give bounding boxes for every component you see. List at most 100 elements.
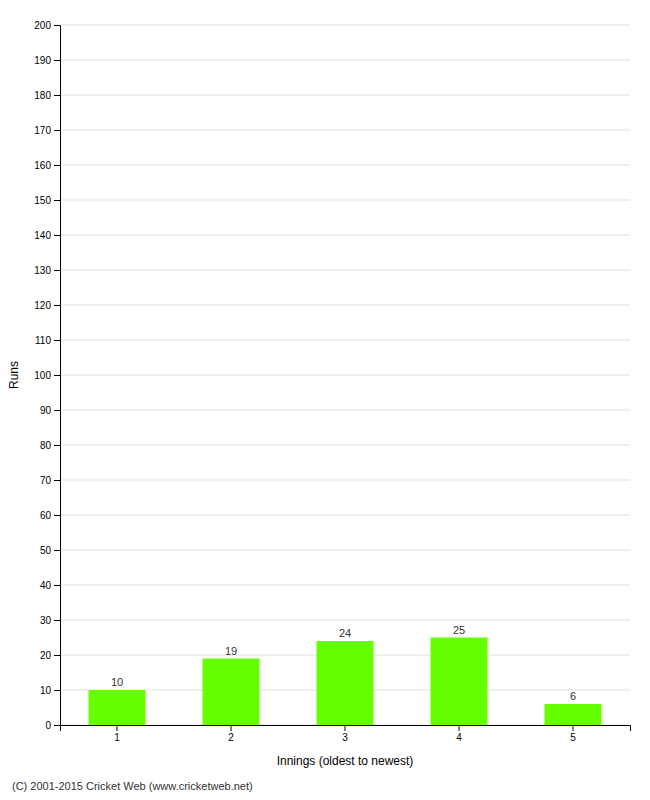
- x-tick-mark: [117, 725, 118, 731]
- y-tick-label: 0: [45, 720, 51, 731]
- y-tick-mark: [54, 130, 60, 131]
- y-tick-label: 80: [40, 440, 52, 451]
- y-tick: 180: [34, 90, 60, 101]
- x-tick-mark: [345, 725, 346, 731]
- data-labels: 101924256: [111, 624, 576, 703]
- y-tick-label: 140: [34, 230, 51, 241]
- y-tick-label: 20: [40, 650, 52, 661]
- x-tick-mark: [573, 725, 574, 731]
- grid-line: [60, 305, 630, 306]
- y-tick-label: 130: [34, 265, 51, 276]
- y-tick: 80: [40, 440, 60, 451]
- y-tick-mark: [54, 25, 60, 26]
- grid-line: [60, 445, 630, 446]
- grid-line: [60, 200, 630, 201]
- y-tick-label: 120: [34, 300, 51, 311]
- grid-line: [60, 480, 630, 481]
- data-label: 19: [225, 645, 237, 657]
- y-tick-label: 90: [40, 405, 52, 416]
- y-tick: 110: [35, 335, 60, 346]
- x-tick-label: 2: [228, 732, 234, 743]
- bar: [89, 690, 146, 725]
- y-tick-label: 100: [34, 370, 51, 381]
- bar: [317, 641, 374, 725]
- x-tick-mark: [231, 725, 232, 731]
- y-tick-label: 50: [40, 545, 52, 556]
- y-tick-mark: [54, 585, 60, 586]
- x-axis-title: Innings (oldest to newest): [277, 754, 414, 768]
- y-tick: 50: [40, 545, 60, 556]
- grid-line: [60, 375, 630, 376]
- x-tick-label: 5: [570, 732, 576, 743]
- grid-line: [60, 130, 630, 131]
- y-tick: 90: [40, 405, 60, 416]
- y-tick: 190: [34, 55, 60, 66]
- grid-line: [60, 620, 630, 621]
- data-label: 10: [111, 676, 123, 688]
- y-tick: 30: [40, 615, 60, 626]
- bar: [431, 638, 488, 726]
- y-tick-mark: [54, 655, 60, 656]
- y-tick-mark: [54, 200, 60, 201]
- y-tick-mark: [54, 235, 60, 236]
- grid-line: [60, 60, 630, 61]
- y-tick-label: 180: [34, 90, 51, 101]
- grid-line: [60, 585, 630, 586]
- y-tick-mark: [54, 690, 60, 691]
- x-tick: 1: [114, 725, 120, 743]
- grid-line: [60, 550, 630, 551]
- y-tick: 140: [34, 230, 60, 241]
- grid-line: [60, 95, 630, 96]
- y-tick-mark: [54, 375, 60, 376]
- grid-line: [60, 165, 630, 166]
- grid-line: [60, 410, 630, 411]
- y-axis: 0102030405060708090100110120130140150160…: [34, 20, 60, 731]
- x-tick-label: 3: [342, 732, 348, 743]
- y-tick-mark: [54, 340, 60, 341]
- y-tick: 100: [34, 370, 60, 381]
- y-tick: 200: [34, 20, 60, 31]
- y-tick-label: 170: [34, 125, 51, 136]
- x-axis-line: [61, 726, 631, 732]
- chart: 1019242561234501020304050607080901001101…: [0, 0, 650, 800]
- y-tick: 70: [40, 475, 60, 486]
- y-tick-mark: [54, 480, 60, 481]
- y-tick-mark: [54, 515, 60, 516]
- y-tick-mark: [54, 165, 60, 166]
- y-tick-label: 190: [34, 55, 51, 66]
- y-tick-label: 200: [34, 20, 51, 31]
- y-tick-label: 10: [40, 685, 52, 696]
- y-tick-label: 70: [40, 475, 52, 486]
- y-tick-mark: [54, 270, 60, 271]
- data-label: 24: [339, 627, 351, 639]
- y-axis-line: [54, 26, 61, 726]
- y-tick: 160: [34, 160, 60, 171]
- bar: [203, 659, 260, 726]
- y-tick-mark: [54, 725, 60, 726]
- bar: [545, 704, 602, 725]
- y-tick-mark: [54, 445, 60, 446]
- y-tick-mark: [54, 305, 60, 306]
- x-tick-label: 4: [456, 732, 462, 743]
- y-axis-title: Runs: [7, 361, 21, 389]
- grid-line: [60, 25, 630, 26]
- x-tick-mark: [459, 725, 460, 731]
- y-tick-mark: [54, 410, 60, 411]
- y-tick-label: 60: [40, 510, 52, 521]
- grid-line: [60, 515, 630, 516]
- x-tick: 4: [456, 725, 462, 743]
- grid-line: [60, 270, 630, 271]
- y-tick-label: 110: [35, 335, 51, 346]
- x-tick-label: 1: [114, 732, 120, 743]
- y-tick: 130: [34, 265, 60, 276]
- y-tick-mark: [54, 60, 60, 61]
- grid: [60, 25, 630, 725]
- y-tick: 120: [34, 300, 60, 311]
- y-tick-label: 40: [40, 580, 52, 591]
- x-tick: 3: [342, 725, 348, 743]
- x-tick: 2: [228, 725, 234, 743]
- y-tick: 60: [40, 510, 60, 521]
- x-tick: 5: [570, 725, 576, 743]
- y-tick-mark: [54, 95, 60, 96]
- y-tick: 0: [45, 720, 60, 731]
